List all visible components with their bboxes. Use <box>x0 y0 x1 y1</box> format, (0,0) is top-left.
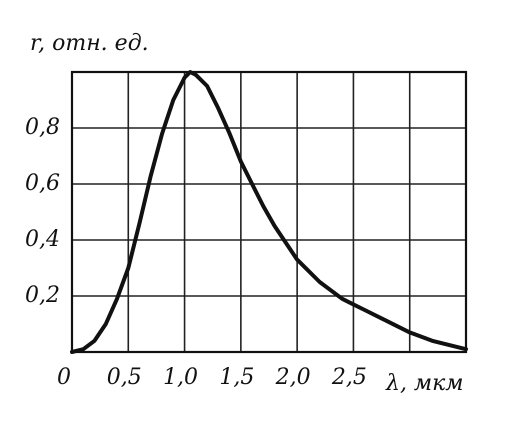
x-tick-label: 1,0 <box>163 365 198 390</box>
x-axis-label: λ, мкм <box>385 371 464 396</box>
line <box>70 70 468 354</box>
x-tick-label: 2,5 <box>331 365 367 390</box>
y-axis-label: r, отн. ед. <box>30 31 149 56</box>
x-tick-label: 0 <box>57 365 71 390</box>
x-tick-label: 0,5 <box>107 365 142 390</box>
x-tick-label: 1,5 <box>219 365 254 390</box>
y-tick-label: 0,6 <box>25 171 60 196</box>
y-tick-label: 0,8 <box>25 115 60 140</box>
x-tick-label: 2,0 <box>275 365 311 390</box>
y-tick-label: 0,2 <box>25 283 60 308</box>
plot-frame <box>70 70 468 354</box>
y-tick-label: 0,4 <box>25 227 60 252</box>
